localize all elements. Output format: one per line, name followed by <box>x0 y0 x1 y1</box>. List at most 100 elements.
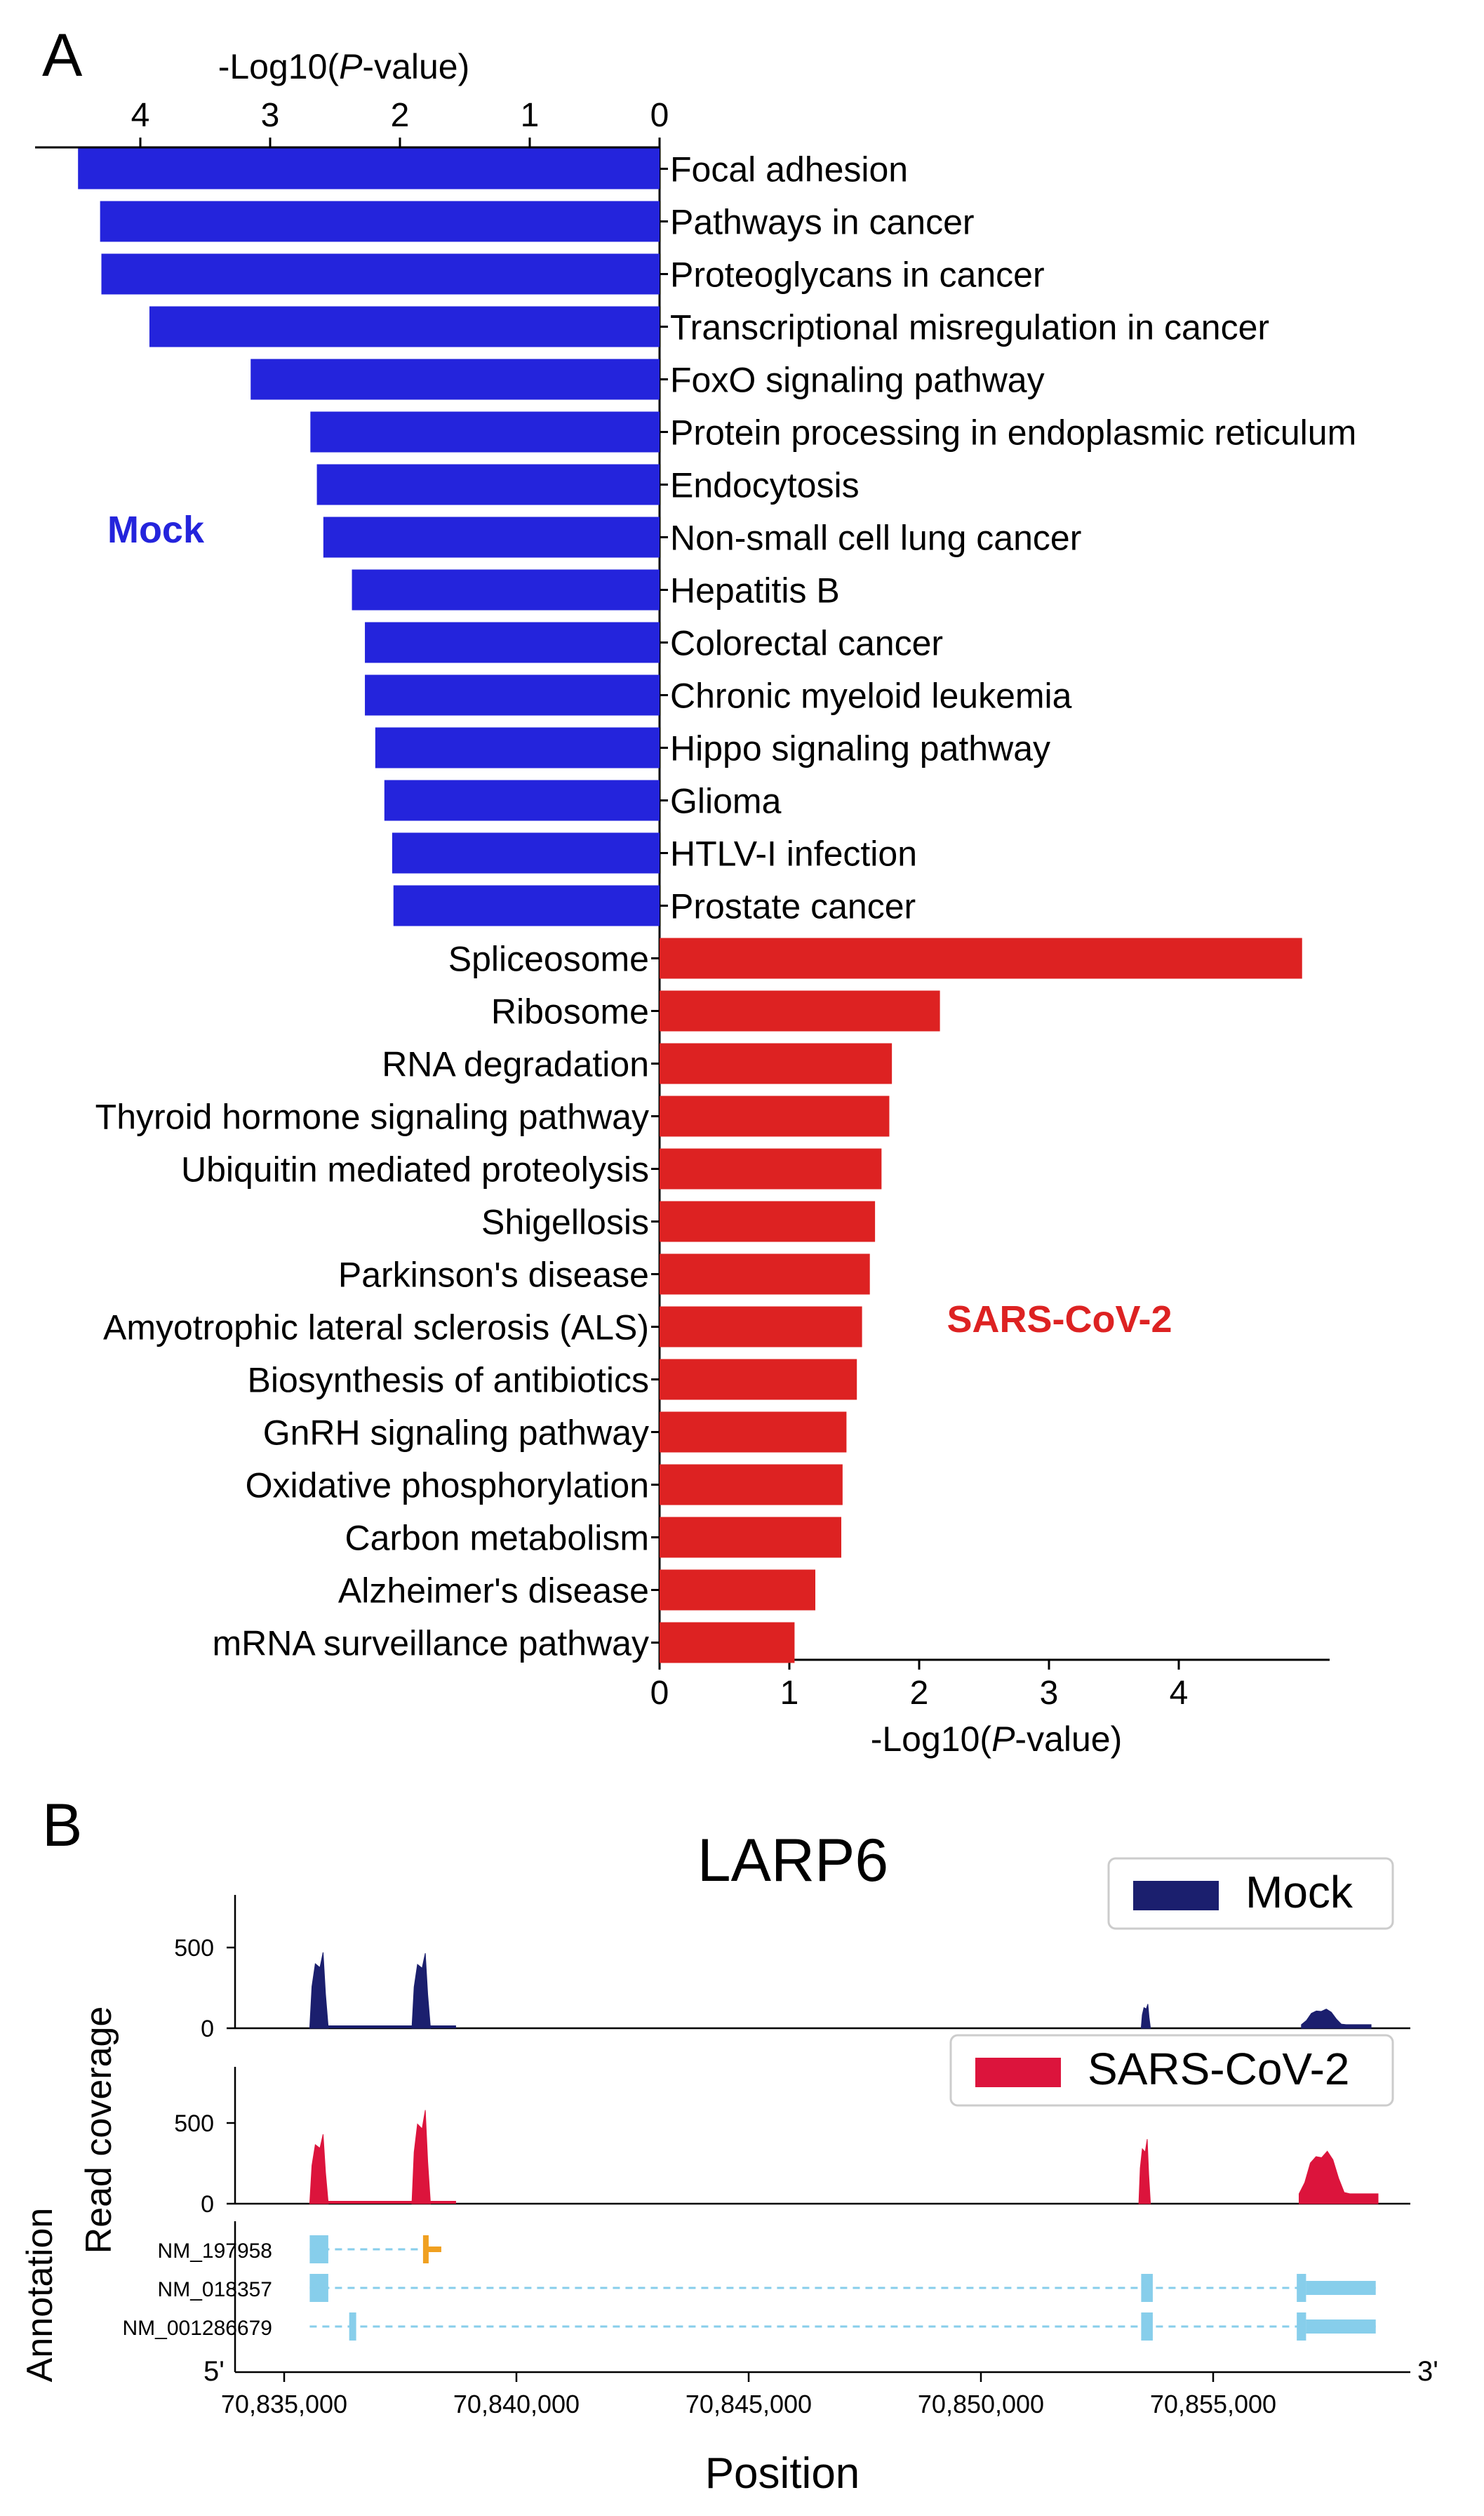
bottom-ticks: 0 1 2 3 4 <box>650 1660 1189 1712</box>
annotation-label: Annotation <box>20 2208 60 2383</box>
sars-category-label: Ribosome <box>491 992 649 1032</box>
coverage-ytick-label: 0 <box>201 2191 214 2218</box>
bottom-tick-label: 1 <box>780 1675 799 1712</box>
bottom-tick-label: 3 <box>1040 1675 1059 1712</box>
transcript-exon <box>1297 2274 1306 2302</box>
mock-category-label: Non-small cell lung cancer <box>670 519 1081 558</box>
mock-legend-text: Mock <box>1245 1867 1353 1917</box>
sars-coverage-peak <box>1138 2138 1151 2204</box>
sars-category-label: Shigellosis <box>481 1203 649 1242</box>
sars-legend-swatch <box>975 2058 1061 2087</box>
mock-legend-swatch <box>1133 1881 1219 1910</box>
mock-category-label: Chronic myeloid leukemia <box>670 677 1072 716</box>
sars-category-label: GnRH signaling pathway <box>263 1413 649 1453</box>
mock-category-label: Colorectal cancer <box>670 624 943 663</box>
mock-category-label: Glioma <box>670 782 782 821</box>
mock-bar <box>100 201 660 242</box>
coverage-yticks: 500 0 500 0 <box>174 1935 235 2218</box>
transcript-orange-stub <box>425 2247 441 2252</box>
mock-category-label: Focal adhesion <box>670 150 908 189</box>
sars-bar <box>660 1148 882 1190</box>
mock-bar <box>78 148 660 189</box>
mock-legend: Mock <box>1107 1857 1394 1930</box>
mock-coverage-peak <box>1301 2009 1372 2029</box>
top-tick-label: 4 <box>131 97 150 134</box>
transcript-exon <box>1306 2319 1376 2334</box>
bottom-tick-label: 4 <box>1170 1675 1189 1712</box>
position-xticks: 70,835,000 70,840,000 70,845,000 70,850,000… <box>221 2372 1276 2418</box>
mock-category-label: Proteoglycans in cancer <box>670 255 1045 295</box>
mock-bars: Focal adhesion Pathways in cancer Proteogl… <box>78 148 1356 926</box>
sars-category-label: Spliceosome <box>448 940 649 979</box>
top-axis-label: -Log10(P-value) <box>218 47 470 86</box>
mock-bar <box>365 622 660 663</box>
transcript-exon <box>1306 2281 1376 2295</box>
mock-bar <box>310 411 660 453</box>
mock-bar <box>316 464 660 505</box>
panel-a-label: A <box>42 22 83 89</box>
mock-bar <box>149 306 660 347</box>
transcript-exon <box>309 2274 328 2302</box>
sars-bar <box>660 938 1302 979</box>
mock-bar <box>352 569 660 611</box>
position-tick-label: 70,850,000 <box>918 2390 1044 2418</box>
panel-b-title: LARP6 <box>697 1827 889 1894</box>
sars-bars: Spliceosome Ribosome RNA degradation Thyroi… <box>95 938 1302 1663</box>
bottom-tick-label: 0 <box>650 1675 669 1712</box>
mock-category-label: Transcriptional misregulation in cancer <box>670 308 1269 347</box>
sars-coverage-track <box>309 2110 1379 2204</box>
coverage-ytick-label: 0 <box>201 2016 214 2042</box>
sars-bar <box>660 1359 857 1400</box>
sars-category-label: Carbon metabolism <box>345 1519 649 1558</box>
position-tick-label: 70,855,000 <box>1150 2390 1276 2418</box>
mock-category-label: FoxO signaling pathway <box>670 361 1045 400</box>
mock-bar <box>384 780 660 821</box>
mock-group-label: Mock <box>107 509 205 551</box>
sars-bar <box>660 1306 862 1347</box>
transcript-name: NM_197958 <box>158 2239 272 2263</box>
sars-bar <box>660 1253 870 1295</box>
mock-category-label: Hepatitis B <box>670 571 840 611</box>
sars-bar <box>660 1201 876 1242</box>
transcript-name: NM_018357 <box>158 2278 272 2301</box>
sars-category-label: Alzheimer's disease <box>338 1571 649 1611</box>
transcript-name: NM_001286679 <box>122 2317 272 2340</box>
sars-coverage-peak <box>1298 2150 1379 2204</box>
sars-category-label: Biosynthesis of antibiotics <box>247 1361 649 1400</box>
top-tick-label: 3 <box>261 97 280 134</box>
top-tick-label: 1 <box>521 97 540 134</box>
panel-b-label: B <box>42 1792 82 1859</box>
mock-category-label: HTLV-I infection <box>670 834 917 874</box>
sars-bar <box>660 990 940 1032</box>
mock-coverage-peak <box>1140 2004 1151 2029</box>
mock-category-label: Endocytosis <box>670 466 860 505</box>
sars-legend: SARS-CoV-2 <box>949 2034 1394 2107</box>
position-tick-label: 70,840,000 <box>453 2390 580 2418</box>
mock-bar <box>323 517 660 558</box>
sars-bar <box>660 1043 893 1084</box>
category-ticks <box>651 168 668 1644</box>
sars-bar <box>660 1569 815 1611</box>
transcript-exon <box>1141 2274 1153 2302</box>
transcript-exon <box>1141 2312 1153 2341</box>
sars-category-label: Thyroid hormone signaling pathway <box>95 1098 649 1137</box>
position-axis-label: Position <box>705 2449 860 2498</box>
transcript-exon <box>349 2312 356 2341</box>
mock-bar <box>375 727 660 768</box>
top-tick-label: 0 <box>650 97 669 134</box>
position-tick-label: 70,845,000 <box>686 2390 812 2418</box>
mock-category-label: Protein processing in endoplasmic reticu… <box>670 413 1356 453</box>
sars-coverage-peak <box>411 2110 432 2204</box>
sars-bar <box>660 1411 847 1453</box>
mock-category-label: Hippo signaling pathway <box>670 729 1050 768</box>
mock-coverage-peak <box>309 1952 329 2029</box>
sars-category-label: RNA degradation <box>382 1045 649 1084</box>
mock-bar <box>250 359 660 400</box>
mock-bar <box>365 674 660 716</box>
sars-bar <box>660 1096 890 1137</box>
sars-bar <box>660 1517 841 1558</box>
three-prime-label: 3' <box>1417 2356 1438 2387</box>
coverage-ytick-label: 500 <box>174 1935 214 1962</box>
sars-category-label: Parkinson's disease <box>338 1256 649 1295</box>
